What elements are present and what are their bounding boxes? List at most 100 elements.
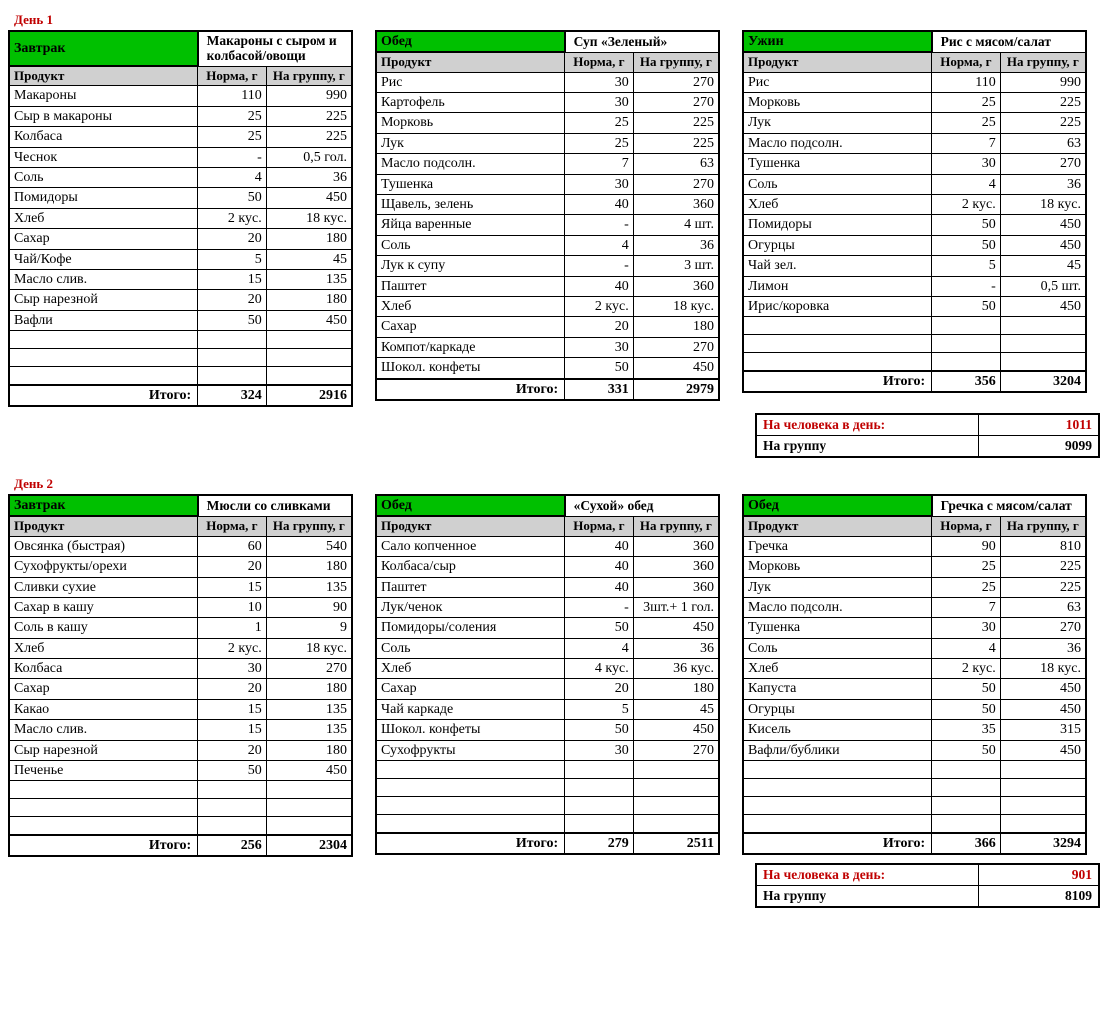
group-cell: 63 bbox=[633, 154, 719, 174]
table-row bbox=[743, 317, 1086, 335]
norm-cell: 25 bbox=[932, 93, 1001, 113]
norm-cell bbox=[932, 317, 1001, 335]
norm-cell: - bbox=[565, 215, 634, 235]
norm-cell: 15 bbox=[198, 577, 267, 597]
group-cell: 450 bbox=[633, 618, 719, 638]
table-row: Шокол. конфеты50450 bbox=[376, 358, 719, 379]
meal-title: Обед bbox=[376, 495, 565, 516]
table-row: Соль436 bbox=[9, 168, 352, 188]
col-norm: Норма, г bbox=[565, 52, 634, 72]
meal-table: ЗавтракМюсли со сливкамиПродуктНорма, гН… bbox=[8, 494, 353, 857]
group-cell: 225 bbox=[1000, 113, 1086, 133]
group-cell: 225 bbox=[1000, 557, 1086, 577]
table-row: Колбаса30270 bbox=[9, 659, 352, 679]
col-group: На группу, г bbox=[633, 516, 719, 536]
product-cell bbox=[9, 799, 198, 817]
group-cell: 270 bbox=[633, 93, 719, 113]
group-cell: 270 bbox=[1000, 618, 1086, 638]
norm-cell: 50 bbox=[932, 235, 1001, 255]
norm-cell bbox=[198, 817, 267, 835]
day-summary: На человека в день:1011На группу9099 bbox=[8, 413, 1100, 458]
group-cell: 225 bbox=[266, 106, 352, 126]
meal-block: ОбедСуп «Зеленый»ПродуктНорма, гНа групп… bbox=[375, 30, 720, 401]
table-row: Морковь25225 bbox=[743, 93, 1086, 113]
product-cell: Масло слив. bbox=[9, 720, 198, 740]
product-cell: Сыр нарезной bbox=[9, 290, 198, 310]
table-row: Хлеб2 кус.18 кус. bbox=[376, 296, 719, 316]
group-cell: 36 bbox=[1000, 174, 1086, 194]
product-cell: Хлеб bbox=[376, 296, 565, 316]
group-cell: 225 bbox=[266, 127, 352, 147]
norm-cell: 50 bbox=[932, 699, 1001, 719]
table-row: Рис110990 bbox=[743, 72, 1086, 92]
col-product: Продукт bbox=[743, 516, 932, 536]
total-row: Итого:3663294 bbox=[743, 833, 1086, 854]
table-row: Тушенка30270 bbox=[743, 618, 1086, 638]
norm-cell: - bbox=[932, 276, 1001, 296]
group-cell: 180 bbox=[266, 290, 352, 310]
table-row: Чай/Кофе545 bbox=[9, 249, 352, 269]
group-cell: 450 bbox=[1000, 235, 1086, 255]
norm-cell: 5 bbox=[198, 249, 267, 269]
col-product: Продукт bbox=[9, 66, 198, 86]
table-row bbox=[9, 331, 352, 349]
total-group: 2916 bbox=[266, 385, 352, 406]
table-row: Кисель35315 bbox=[743, 720, 1086, 740]
total-label: Итого: bbox=[743, 371, 932, 392]
product-cell: Паштет bbox=[376, 276, 565, 296]
group-cell: 450 bbox=[266, 310, 352, 330]
norm-cell: 20 bbox=[198, 229, 267, 249]
group-cell bbox=[266, 331, 352, 349]
norm-cell bbox=[198, 781, 267, 799]
product-cell: Лук к супу bbox=[376, 256, 565, 276]
norm-cell: 15 bbox=[198, 699, 267, 719]
day-summary: На человека в день:901На группу8109 bbox=[8, 863, 1100, 908]
product-cell: Сахар bbox=[9, 229, 198, 249]
group-cell bbox=[266, 781, 352, 799]
total-group: 3294 bbox=[1000, 833, 1086, 854]
table-row: Лук25225 bbox=[376, 133, 719, 153]
group-cell bbox=[266, 799, 352, 817]
norm-cell: 20 bbox=[198, 557, 267, 577]
norm-cell bbox=[198, 349, 267, 367]
group-cell: 3шт.+ 1 гол. bbox=[633, 597, 719, 617]
total-label: Итого: bbox=[376, 379, 565, 400]
norm-cell bbox=[932, 761, 1001, 779]
product-cell: Сливки сухие bbox=[9, 577, 198, 597]
norm-cell: 50 bbox=[932, 679, 1001, 699]
table-row: Соль в кашу19 bbox=[9, 618, 352, 638]
product-cell: Вафли/бублики bbox=[743, 740, 932, 760]
product-cell: Сахар bbox=[376, 317, 565, 337]
group-cell: 450 bbox=[266, 761, 352, 781]
table-row: Паштет40360 bbox=[376, 276, 719, 296]
group-cell: 4 шт. bbox=[633, 215, 719, 235]
table-row: Сливки сухие15135 bbox=[9, 577, 352, 597]
product-cell: Сухофрукты bbox=[376, 740, 565, 760]
table-row: Какао15135 bbox=[9, 699, 352, 719]
table-row: Хлеб4 кус.36 кус. bbox=[376, 659, 719, 679]
group-cell: 450 bbox=[1000, 296, 1086, 316]
norm-cell: 30 bbox=[565, 740, 634, 760]
meal-title: Обед bbox=[376, 31, 565, 52]
table-row: Рис30270 bbox=[376, 72, 719, 92]
group-cell bbox=[1000, 317, 1086, 335]
col-product: Продукт bbox=[376, 516, 565, 536]
product-cell: Помидоры/соления bbox=[376, 618, 565, 638]
total-label: Итого: bbox=[9, 385, 198, 406]
norm-cell: 4 bbox=[565, 235, 634, 255]
norm-cell: 1 bbox=[198, 618, 267, 638]
table-row: Сыр в макароны25225 bbox=[9, 106, 352, 126]
product-cell: Тушенка bbox=[743, 618, 932, 638]
norm-cell: 50 bbox=[565, 618, 634, 638]
table-row: Соль436 bbox=[376, 235, 719, 255]
norm-cell bbox=[932, 797, 1001, 815]
norm-cell: 50 bbox=[565, 358, 634, 379]
product-cell: Хлеб bbox=[743, 195, 932, 215]
norm-cell bbox=[565, 797, 634, 815]
table-row: Морковь25225 bbox=[743, 557, 1086, 577]
group-cell: 225 bbox=[633, 133, 719, 153]
group-cell: 450 bbox=[1000, 679, 1086, 699]
table-row bbox=[9, 367, 352, 385]
table-row: Паштет40360 bbox=[376, 577, 719, 597]
product-cell: Помидоры bbox=[743, 215, 932, 235]
